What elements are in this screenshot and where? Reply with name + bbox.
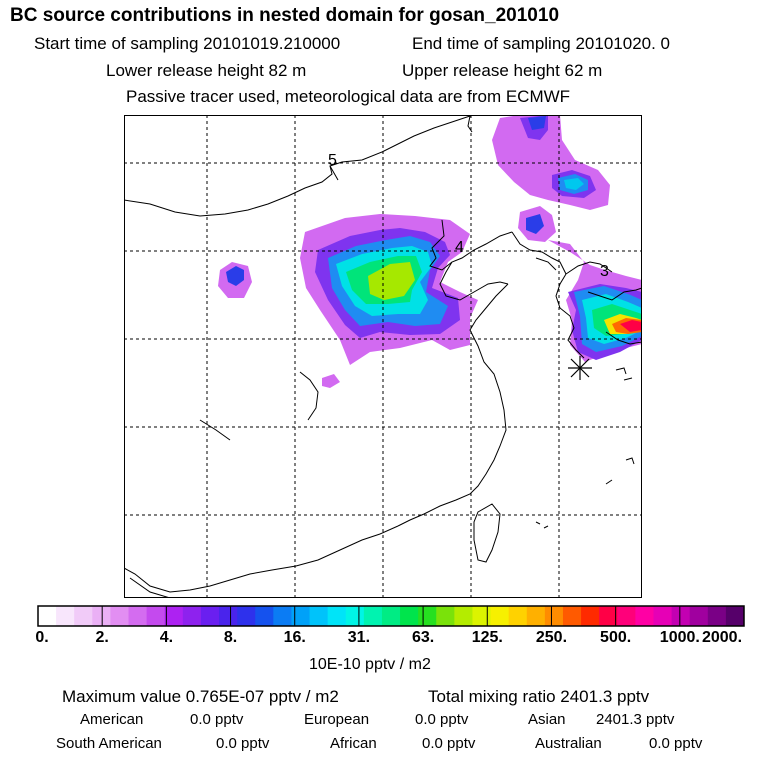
european-label: European	[304, 711, 370, 728]
colorbar-swatch	[56, 606, 75, 626]
colorbar-swatch	[617, 606, 636, 626]
start-time-text: Start time of sampling 20101019.210000	[34, 34, 341, 53]
colorbar-swatch	[38, 606, 57, 626]
plot-title: BC source contributions in nested domain…	[10, 5, 560, 26]
colorbar-tick-label: 16.	[283, 629, 306, 646]
colorbar-tick-label: 500.	[600, 629, 632, 646]
american-value: 0.0 pptv	[190, 711, 244, 728]
colorbar-swatch	[544, 606, 564, 626]
colorbar-tick-label: 250.	[535, 629, 568, 646]
african-value: 0.0 pptv	[422, 735, 476, 752]
colorbar-swatch	[363, 606, 383, 626]
coastline-boundaries	[124, 115, 642, 598]
european-value: 0.0 pptv	[415, 711, 469, 728]
colorbar-swatch	[128, 606, 148, 626]
american-label: American	[80, 711, 144, 728]
colorbar-swatch	[219, 606, 238, 626]
colorbar-swatch	[345, 606, 365, 626]
colorbar-tick-label: 2000.	[701, 629, 743, 646]
colorbar-swatch	[255, 606, 274, 626]
colorbar-swatch	[381, 606, 401, 626]
colorbar-swatch	[418, 606, 437, 626]
lower-release-text: Lower release height 82 m	[106, 61, 307, 80]
african-label: African	[330, 735, 377, 752]
colorbar-swatch	[490, 606, 510, 626]
colorbar-swatch	[110, 606, 130, 626]
lat-lon-grid	[124, 115, 642, 598]
south-american-value: 0.0 pptv	[216, 735, 270, 752]
day-label-3: 3	[600, 263, 609, 280]
map-frame	[124, 115, 642, 598]
colorbar-swatch	[182, 606, 202, 626]
colorbar-swatch	[454, 606, 473, 626]
australian-value: 0.0 pptv	[649, 735, 703, 752]
colorbar-swatch	[146, 606, 166, 626]
colorbar-swatch	[472, 606, 492, 626]
colorbar-tick-label: 8.	[223, 629, 238, 646]
colorbar-swatch	[707, 606, 727, 626]
colorbar-tick-label: 31.	[347, 629, 371, 646]
colorbar-swatch	[309, 606, 329, 626]
star-marker-icon	[568, 356, 592, 380]
colorbar-swatch	[581, 606, 600, 626]
colorbar-tick-label: 2.	[95, 629, 109, 646]
colorbar-swatch	[92, 606, 111, 626]
colorbar-swatch	[273, 606, 292, 626]
colorbar-swatch	[653, 606, 673, 626]
colorbar-swatch	[508, 606, 528, 626]
colorbar-swatch	[200, 606, 220, 626]
colorbar-swatch	[436, 606, 455, 626]
end-time-text: End time of sampling 20101020. 0	[412, 34, 671, 53]
colorbar-swatch	[400, 606, 419, 626]
colorbar-frame	[37, 605, 745, 627]
colorbar-swatch	[599, 606, 618, 626]
colorbar-swatch	[635, 606, 654, 626]
colorbar-units: 10E-10 pptv / m2	[309, 656, 431, 673]
colorbar-swatch	[237, 606, 256, 626]
colorbar-swatch	[725, 606, 745, 626]
colorbar-swatch	[164, 606, 184, 626]
day-label-5: 5	[328, 152, 337, 169]
colorbar-tick-label: 63.	[411, 629, 435, 646]
colorbar-swatch	[562, 606, 582, 626]
asian-value: 2401.3 pptv	[596, 711, 675, 728]
map-panel: 5 4 3	[124, 115, 642, 598]
total-mixing-text: Total mixing ratio 2401.3 pptv	[428, 687, 650, 706]
colorbar-tick-label: 125.	[471, 629, 503, 646]
australian-label: Australian	[535, 735, 602, 752]
colorbar-tick-label: 4.	[159, 629, 174, 646]
colorbar-swatch	[671, 606, 691, 626]
colorbar	[37, 605, 745, 627]
upper-release-text: Upper release height 62 m	[402, 61, 603, 80]
tracer-note-text: Passive tracer used, meteorological data…	[126, 87, 571, 106]
colorbar-swatch	[74, 606, 93, 626]
colorbar-swatch	[327, 606, 347, 626]
asian-label: Asian	[528, 711, 566, 728]
colorbar-tick-label: 1000.	[659, 629, 700, 646]
max-value-text: Maximum value 0.765E-07 pptv / m2	[62, 687, 339, 706]
colorbar-swatch	[689, 606, 709, 626]
south-american-label: South American	[56, 735, 162, 752]
colorbar-tick-label: 0.	[35, 629, 49, 646]
colorbar-swatch	[526, 606, 546, 626]
colorbar-swatch	[291, 606, 311, 626]
day-label-4: 4	[455, 239, 464, 256]
